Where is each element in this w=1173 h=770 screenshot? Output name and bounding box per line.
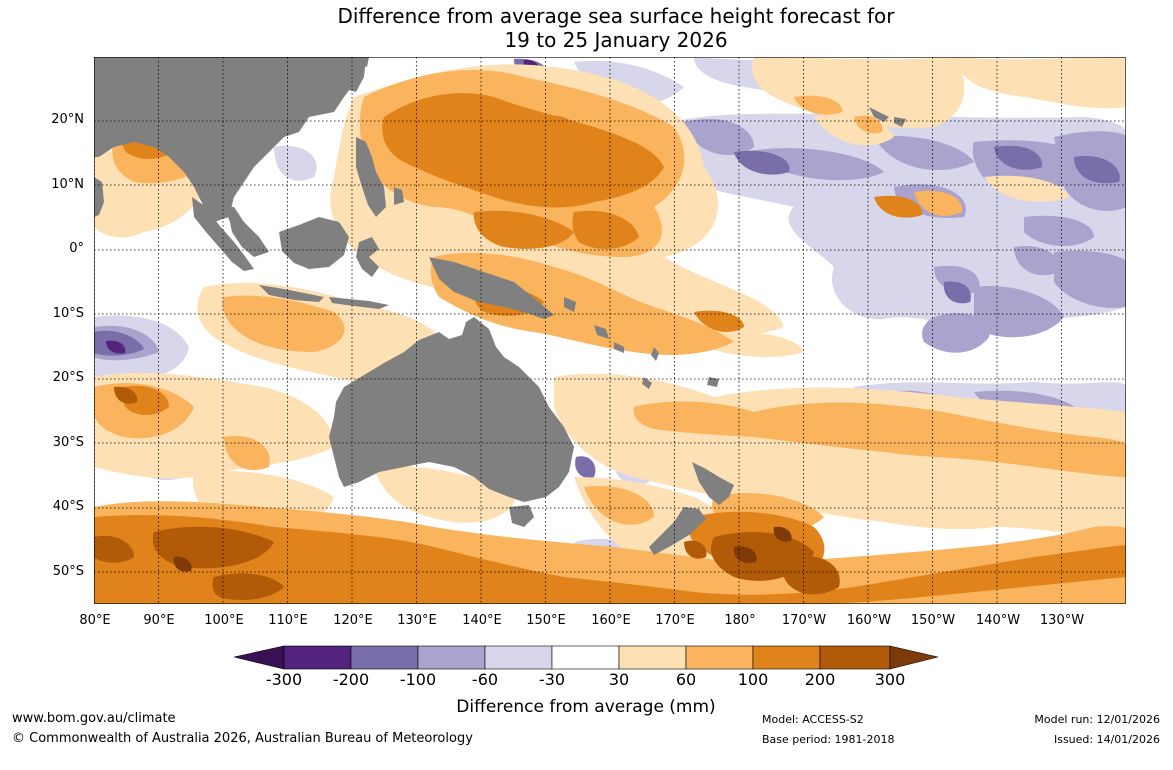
colorbar-tick-30: 30 bbox=[608, 670, 630, 689]
colorbar-tick-m60: -60 bbox=[471, 670, 499, 689]
sea-surface-height-map bbox=[94, 57, 1126, 604]
lon-label-90e: 90°E bbox=[143, 613, 175, 628]
base-period-label: Base period: 1981-2018 bbox=[762, 733, 895, 746]
lon-label-130w: 130°W bbox=[1039, 613, 1085, 628]
colorbar-tick-60: 60 bbox=[675, 670, 697, 689]
lon-label-160e: 160°E bbox=[591, 613, 631, 628]
colorbar-tick-300: 300 bbox=[874, 670, 906, 689]
lon-label-100e: 100°E bbox=[204, 613, 244, 628]
colorbar-segment-7 bbox=[685, 645, 754, 670]
colorbar-tick-100: 100 bbox=[737, 670, 769, 689]
lon-label-140e: 140°E bbox=[462, 613, 502, 628]
lat-label-40s: 40°S bbox=[52, 499, 84, 514]
lon-label-160w: 160°W bbox=[846, 613, 892, 628]
map-frame bbox=[94, 57, 1126, 604]
lon-label-110e: 110°E bbox=[268, 613, 308, 628]
graticule bbox=[94, 57, 1126, 604]
colorbar-segment-1 bbox=[283, 645, 352, 670]
land-masses bbox=[94, 57, 906, 555]
colorbar-segment-9 bbox=[819, 645, 891, 670]
lon-label-140w: 140°W bbox=[975, 613, 1021, 628]
colorbar-title: Difference from average (mm) bbox=[456, 697, 716, 717]
lon-label-130e: 130°E bbox=[397, 613, 437, 628]
lat-label-50s: 50°S bbox=[52, 564, 84, 579]
colorbar-tick-m100: -100 bbox=[399, 670, 437, 689]
colorbar-segment-2 bbox=[350, 645, 419, 670]
anomaly-band-above-max bbox=[173, 526, 792, 572]
lat-label-10n: 10°N bbox=[51, 177, 84, 192]
footer-copyright: © Commonwealth of Australia 2026, Austra… bbox=[12, 731, 473, 746]
lat-label-10s: 10°S bbox=[52, 306, 84, 321]
lon-label-170w: 170°W bbox=[781, 613, 827, 628]
colorbar-segment-8 bbox=[752, 645, 821, 670]
lon-label-150w: 150°W bbox=[910, 613, 956, 628]
lon-label-120e: 120°E bbox=[333, 613, 373, 628]
model-label: Model: ACCESS-S2 bbox=[762, 713, 864, 726]
colorbar-tick-m200: -200 bbox=[332, 670, 370, 689]
lon-label-170e: 170°E bbox=[655, 613, 695, 628]
colorbar-arrow-left bbox=[233, 645, 285, 670]
chart-title-line2: 19 to 25 January 2026 bbox=[504, 28, 728, 52]
lon-label-80e: 80°E bbox=[79, 613, 111, 628]
colorbar-tick-m30: -30 bbox=[538, 670, 566, 689]
lon-label-180: 180° bbox=[724, 613, 756, 628]
lat-label-20s: 20°S bbox=[52, 370, 84, 385]
model-run-label: Model run: 12/01/2026 bbox=[1034, 713, 1160, 726]
chart-title: Difference from average sea surface heig… bbox=[0, 4, 1173, 52]
colorbar bbox=[233, 645, 940, 673]
chart-title-line1: Difference from average sea surface heig… bbox=[337, 4, 895, 28]
colorbar-tick-m300: -300 bbox=[265, 670, 303, 689]
colorbar-segment-5 bbox=[551, 645, 620, 670]
lat-label-20n: 20°N bbox=[51, 112, 84, 127]
colorbar-segment-3 bbox=[417, 645, 486, 670]
lat-label-30s: 30°S bbox=[52, 435, 84, 450]
issued-label: Issued: 14/01/2026 bbox=[1053, 733, 1160, 746]
colorbar-segment-6 bbox=[618, 645, 687, 670]
lat-label-0: 0° bbox=[69, 241, 84, 256]
footer-url[interactable]: www.bom.gov.au/climate bbox=[12, 711, 176, 726]
colorbar-tick-200: 200 bbox=[804, 670, 836, 689]
colorbar-arrow-right bbox=[889, 645, 939, 670]
lon-label-150e: 150°E bbox=[526, 613, 566, 628]
colorbar-segment-4 bbox=[484, 645, 553, 670]
